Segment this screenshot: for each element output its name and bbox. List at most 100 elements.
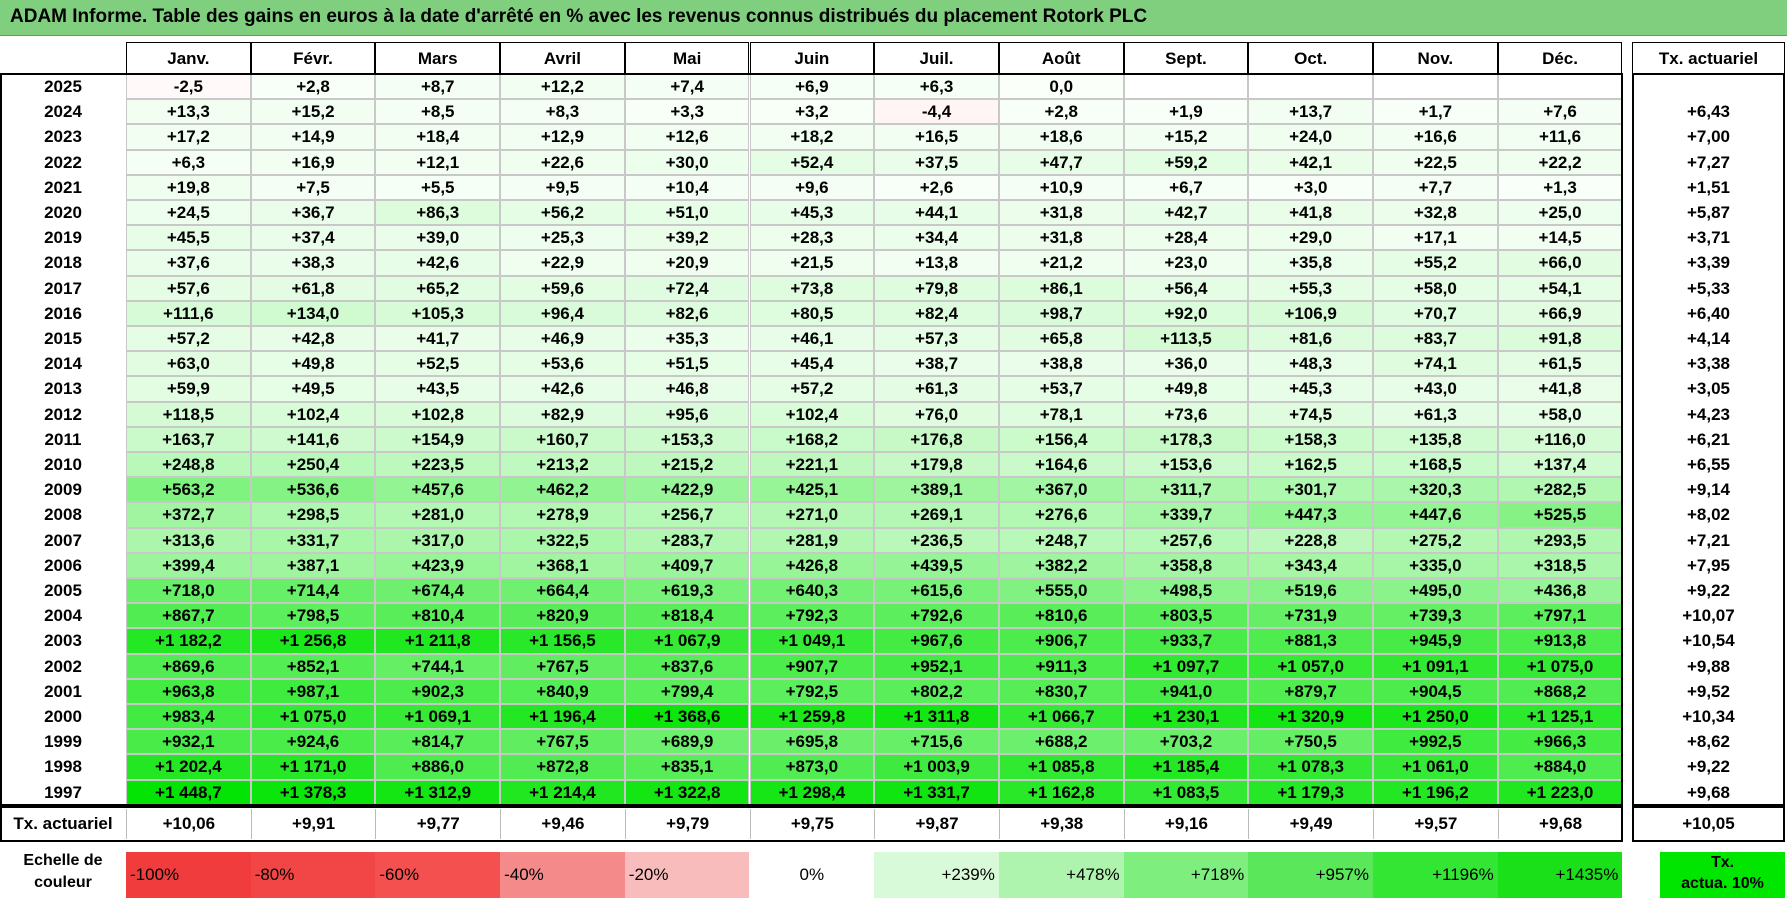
- year-label: 2024: [44, 102, 82, 122]
- gain-cell: +44,1: [874, 200, 999, 226]
- month-header: Juin: [749, 42, 875, 74]
- gain-cell: +750,5: [1248, 729, 1373, 755]
- gain-cell: +879,7: [1248, 678, 1373, 704]
- gain-cell: +945,9: [1373, 628, 1498, 654]
- gain-cell: +1 162,8: [998, 779, 1124, 805]
- gain-cell: +317,0: [375, 527, 501, 553]
- gain-cell: +731,9: [1248, 603, 1373, 629]
- footer-tx-cell: +9,46: [500, 809, 625, 839]
- gain-cell: +102,4: [749, 401, 875, 427]
- gain-cell: +1 448,7: [126, 779, 251, 805]
- gain-cell: +59,9: [126, 376, 251, 402]
- gain-cell: +389,1: [874, 477, 999, 503]
- gain-cell: +322,5: [500, 527, 625, 553]
- gain-cell: +74,1: [1373, 351, 1498, 377]
- gain-cell: +22,2: [1497, 149, 1623, 175]
- gain-cell: +98,7: [998, 300, 1124, 326]
- gain-cell: +86,3: [375, 200, 501, 226]
- gain-cell: +158,3: [1248, 426, 1373, 452]
- gain-cell: +1 311,8: [874, 704, 999, 730]
- month-header: Févr.: [250, 42, 376, 74]
- year-label: 2016: [44, 303, 82, 323]
- gain-cell: +102,8: [375, 401, 501, 427]
- row-tx-actuariel: +10,34: [1682, 707, 1735, 726]
- gain-cell: +1 298,4: [749, 779, 875, 805]
- gain-cell: +1 320,9: [1248, 704, 1373, 730]
- gain-cell: +952,1: [874, 653, 999, 679]
- gain-cell: +23,0: [1123, 250, 1249, 276]
- gain-cell: +228,8: [1248, 527, 1373, 553]
- year-label: 2002: [44, 656, 82, 676]
- gain-cell: +141,6: [250, 426, 376, 452]
- gain-cell: +78,1: [998, 401, 1124, 427]
- gain-cell: +163,7: [126, 426, 251, 452]
- gain-cell: +57,3: [874, 326, 999, 352]
- gain-cell: +111,6: [126, 300, 251, 326]
- gain-cell: +313,6: [126, 527, 251, 553]
- row-tx-actuariel: +6,40: [1686, 303, 1730, 323]
- gain-cell: +5,5: [375, 174, 501, 200]
- gain-cell: +61,8: [250, 275, 376, 301]
- gain-cell: +58,0: [1373, 275, 1498, 301]
- gain-cell: +20,9: [624, 250, 750, 276]
- gain-cell: +886,0: [375, 754, 501, 780]
- gain-cell: +236,5: [874, 527, 999, 553]
- gain-cell: +987,1: [250, 678, 376, 704]
- row-tx-actuariel: +9,22: [1686, 757, 1730, 777]
- gain-cell: +65,2: [375, 275, 501, 301]
- gain-cell: +1 331,7: [874, 779, 999, 805]
- gain-cell: +96,4: [500, 300, 625, 326]
- gain-cell: +28,4: [1123, 225, 1249, 251]
- gain-cell: +278,9: [500, 502, 625, 528]
- gain-cell: +6,3: [874, 74, 999, 100]
- gain-cell: +1 230,1: [1123, 704, 1249, 730]
- gain-cell: +86,1: [998, 275, 1124, 301]
- year-label: 2000: [44, 707, 82, 726]
- row-tx-actuariel: +10,54: [1682, 631, 1735, 651]
- gain-cell: +792,6: [874, 603, 999, 629]
- gain-cell: +118,5: [126, 401, 251, 427]
- gain-cell: +798,5: [250, 603, 376, 629]
- gain-cell: +941,0: [1123, 678, 1249, 704]
- gain-cell: +318,5: [1497, 552, 1623, 578]
- year-label: 1999: [44, 732, 82, 752]
- gain-cell: +82,4: [874, 300, 999, 326]
- gain-cell: +536,6: [250, 477, 376, 503]
- year-label: 2017: [44, 278, 82, 298]
- gain-cell: +881,3: [1248, 628, 1373, 654]
- gain-cell: +689,9: [624, 729, 750, 755]
- gain-cell: -2,5: [126, 74, 251, 100]
- gain-cell: +248,7: [998, 527, 1124, 553]
- gain-cell: +37,6: [126, 250, 251, 276]
- gain-cell: +640,3: [749, 578, 875, 604]
- gain-cell: +1 223,0: [1497, 779, 1623, 805]
- gain-cell: +73,8: [749, 275, 875, 301]
- footer-label: Tx. actuariel: [13, 814, 113, 833]
- gain-cell: +715,6: [874, 729, 999, 755]
- gain-cell: +3,0: [1248, 174, 1373, 200]
- gain-cell: +168,2: [749, 426, 875, 452]
- gain-cell: +56,4: [1123, 275, 1249, 301]
- row-tx-actuariel: +9,52: [1686, 681, 1730, 701]
- gain-cell: +814,7: [375, 729, 501, 755]
- gain-cell: +615,6: [874, 578, 999, 604]
- gain-cell: +792,3: [749, 603, 875, 629]
- gain-cell: +664,4: [500, 578, 625, 604]
- gain-cell: +1 075,0: [250, 704, 376, 730]
- gain-cell: +703,2: [1123, 729, 1249, 755]
- gain-cell: +6,9: [749, 74, 875, 100]
- gain-cell: +10,4: [624, 174, 750, 200]
- footer-tx-cell: +9,49: [1248, 809, 1373, 839]
- legend-swatch: -100%: [126, 852, 251, 898]
- gain-cell: +933,7: [1123, 628, 1249, 654]
- gain-cell: +36,7: [250, 200, 376, 226]
- gain-cell: +21,5: [749, 250, 875, 276]
- gain-cell: +80,5: [749, 300, 875, 326]
- gain-cell: +248,8: [126, 452, 251, 478]
- gain-cell: +1 322,8: [624, 779, 750, 805]
- gain-cell: +744,1: [375, 653, 501, 679]
- gain-cell: +358,8: [1123, 552, 1249, 578]
- gain-cell: [1248, 74, 1373, 100]
- gain-cell: +281,0: [375, 502, 501, 528]
- legend-swatch: +1435%: [1497, 852, 1623, 898]
